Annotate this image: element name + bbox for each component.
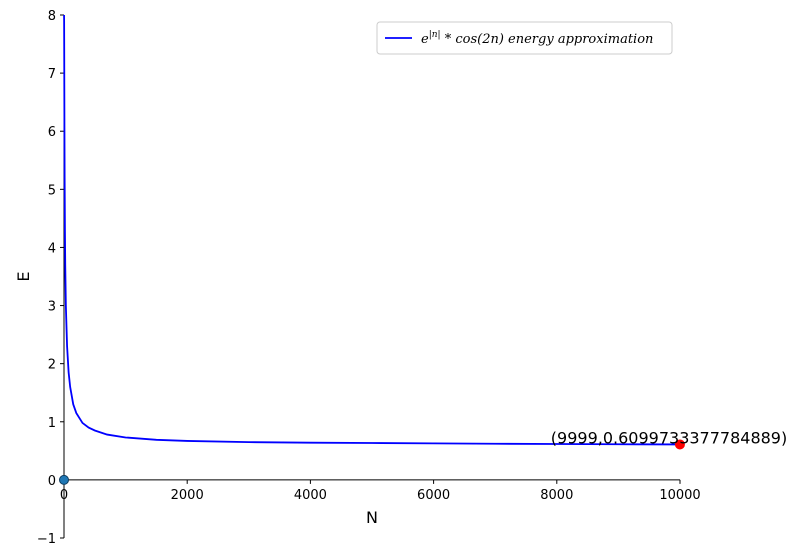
y-tick-label: 6 xyxy=(48,125,56,140)
legend-rest: * cos(2n) energy approximation xyxy=(441,32,654,47)
x-tick-label: 2000 xyxy=(171,488,204,503)
ticks: 0 2000 4000 6000 8000 10000 −1 0 1 2 3 4 5 6 7 8 xyxy=(37,9,701,547)
x-axis-label: N xyxy=(366,508,378,527)
x-tick-label: 8000 xyxy=(540,488,573,503)
series-layer xyxy=(63,14,680,446)
x-tick-label: 6000 xyxy=(417,488,450,503)
x-tick-label: 0 xyxy=(60,488,68,503)
y-axis-label: E xyxy=(14,271,33,281)
y-tick-label: 2 xyxy=(48,358,56,373)
data-point xyxy=(674,439,685,450)
legend-box xyxy=(376,21,673,55)
y-tick-label: 5 xyxy=(48,183,56,198)
y-tick-label: 8 xyxy=(48,9,56,24)
legend-exponent: |n| xyxy=(429,30,441,40)
annotation-label: (9999,0.6099733377784889) xyxy=(551,428,787,447)
y-tick-label: 3 xyxy=(48,300,56,315)
y-tick-label: −1 xyxy=(37,532,56,547)
legend-base: e xyxy=(421,32,429,47)
x-tick-label: 4000 xyxy=(294,488,327,503)
legend: e|n| * cos(2n) energy approximation xyxy=(376,21,673,55)
y-tick-label: 7 xyxy=(48,67,56,82)
data-point xyxy=(59,474,69,485)
points-layer xyxy=(59,439,685,485)
y-tick-label: 1 xyxy=(48,416,56,431)
y-tick-label: 0 xyxy=(48,474,56,489)
series-line xyxy=(63,14,680,446)
axes xyxy=(63,15,680,538)
legend-entry-label: e|n| * cos(2n) energy approximation xyxy=(421,30,653,47)
y-tick-label: 4 xyxy=(48,241,56,256)
x-tick-label: 10000 xyxy=(659,488,700,503)
